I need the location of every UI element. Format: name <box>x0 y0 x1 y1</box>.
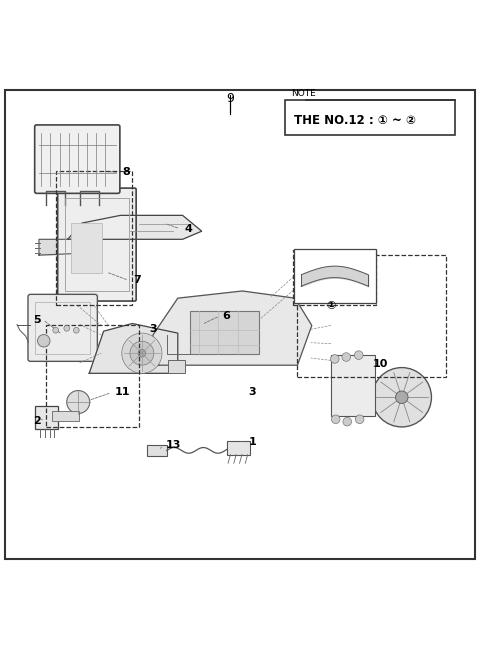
Circle shape <box>130 341 154 365</box>
Text: 1: 1 <box>249 437 256 447</box>
Circle shape <box>122 333 162 373</box>
Circle shape <box>331 415 340 424</box>
Circle shape <box>138 349 146 357</box>
Circle shape <box>73 327 79 333</box>
Text: 3: 3 <box>249 387 256 397</box>
Circle shape <box>67 391 90 413</box>
Bar <box>147 445 167 456</box>
Bar <box>293 251 376 306</box>
Text: 3: 3 <box>149 324 156 334</box>
Polygon shape <box>68 215 202 239</box>
Bar <box>35 302 90 354</box>
Text: NOTE: NOTE <box>291 89 316 98</box>
Text: 7: 7 <box>134 275 142 286</box>
FancyBboxPatch shape <box>28 295 97 361</box>
Bar <box>35 406 58 429</box>
Text: THE NO.12 : ① ~ ②: THE NO.12 : ① ~ ② <box>294 114 416 127</box>
Bar <box>331 355 375 417</box>
Text: ①: ① <box>326 301 336 312</box>
Bar <box>56 171 132 306</box>
Bar <box>168 360 185 373</box>
FancyBboxPatch shape <box>58 188 136 301</box>
Circle shape <box>396 391 408 404</box>
Circle shape <box>342 353 350 361</box>
Circle shape <box>372 367 432 427</box>
Circle shape <box>53 327 59 333</box>
Text: 11: 11 <box>115 387 130 397</box>
Polygon shape <box>89 324 178 373</box>
Bar <box>65 198 129 291</box>
Bar <box>227 441 250 455</box>
Circle shape <box>343 417 351 426</box>
Text: 9: 9 <box>227 92 234 105</box>
Circle shape <box>330 354 339 363</box>
Circle shape <box>37 334 50 347</box>
Bar <box>46 324 140 428</box>
Bar <box>286 99 456 136</box>
Text: 5: 5 <box>33 315 41 324</box>
FancyBboxPatch shape <box>35 125 120 193</box>
Text: 13: 13 <box>166 440 181 450</box>
Circle shape <box>64 325 70 331</box>
Text: 4: 4 <box>185 224 193 234</box>
Circle shape <box>355 415 364 424</box>
Text: 8: 8 <box>123 167 131 177</box>
Polygon shape <box>153 291 312 365</box>
Bar <box>190 311 259 354</box>
Text: 2: 2 <box>33 416 41 426</box>
Bar <box>294 249 376 303</box>
Bar <box>239 446 250 454</box>
Text: 6: 6 <box>222 311 230 321</box>
Bar <box>298 255 446 377</box>
Text: 10: 10 <box>373 359 388 369</box>
Polygon shape <box>39 239 72 255</box>
Bar <box>71 223 102 273</box>
Circle shape <box>354 351 363 360</box>
Bar <box>52 411 79 421</box>
